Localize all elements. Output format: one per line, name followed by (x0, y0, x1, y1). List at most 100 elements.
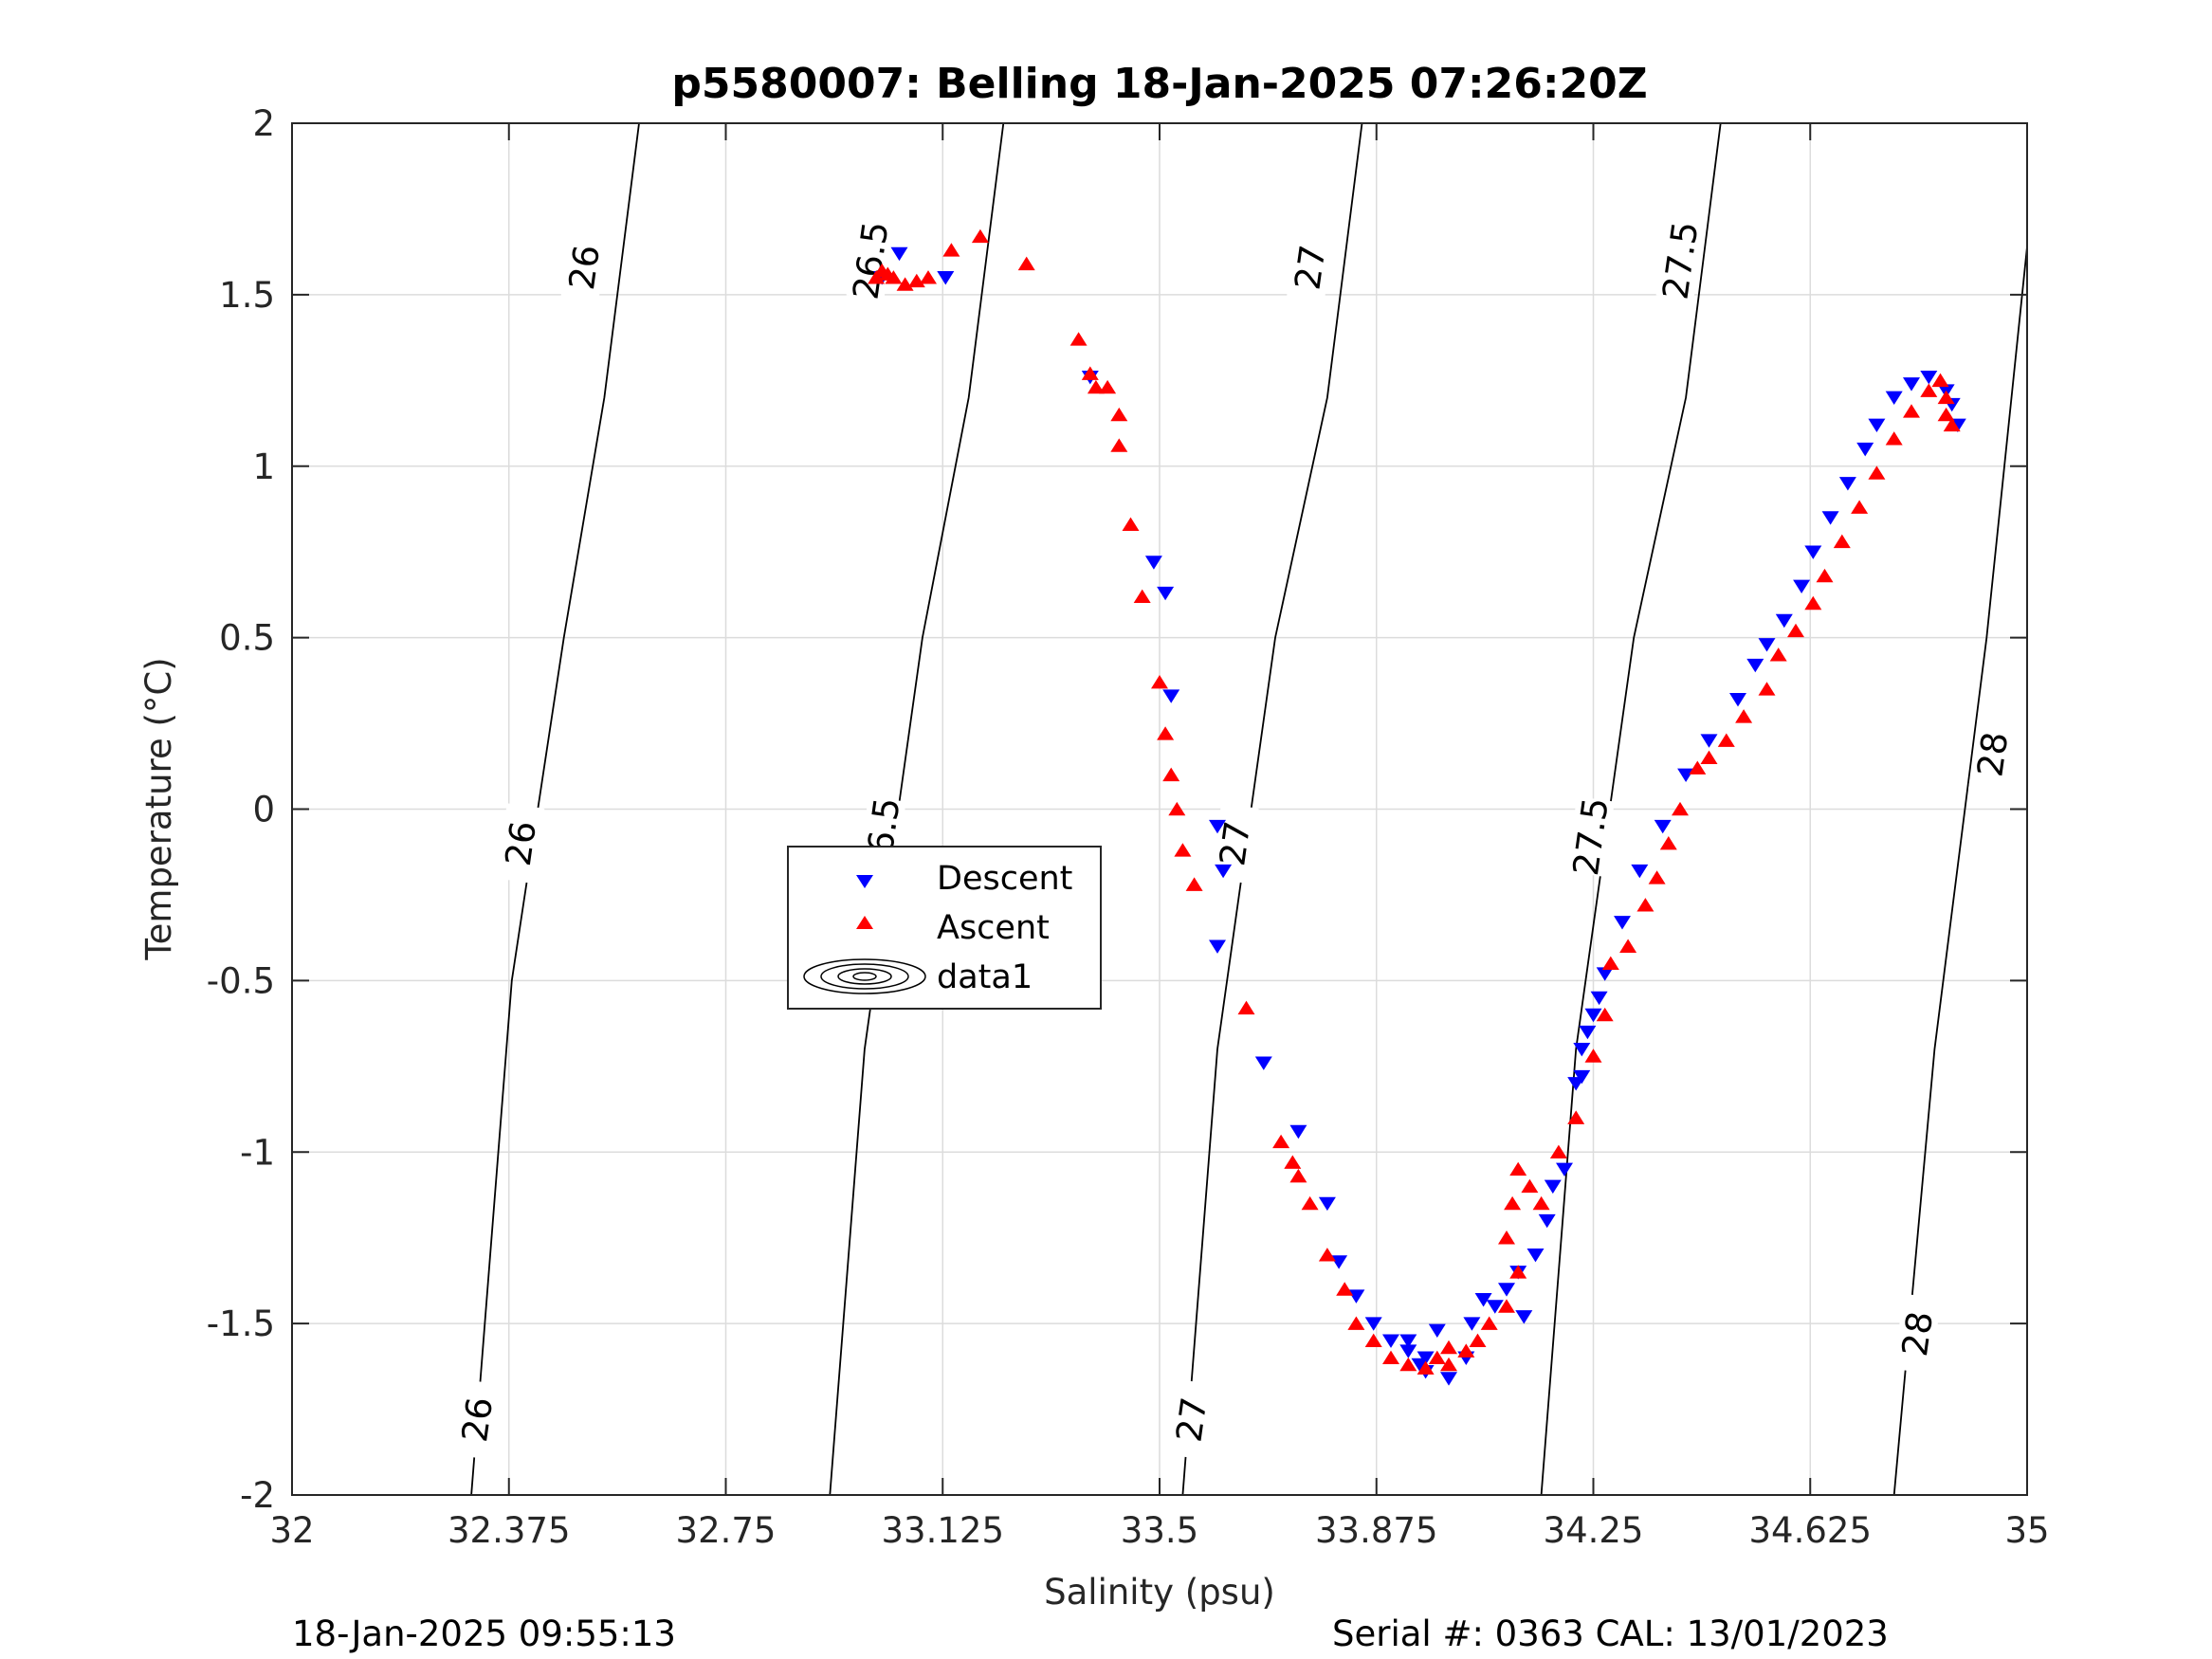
descent-point (1758, 638, 1776, 652)
descent-point (1526, 1249, 1545, 1263)
contour-label-bg (559, 227, 609, 308)
ascent-point (1440, 1340, 1457, 1355)
axis-ticks: 32 32.375 32.75 33.125 33.5 33.875 34.25 34.625… (207, 103, 2050, 1551)
x-tick-label: 34.25 (1544, 1510, 1644, 1551)
x-tick-label: 34.625 (1749, 1510, 1872, 1551)
x-tick-label: 32.375 (448, 1510, 570, 1551)
descent-point (1544, 1179, 1562, 1194)
descent-point (1347, 1289, 1365, 1304)
ascent-point (1937, 390, 1955, 405)
descent-point (1417, 1351, 1435, 1365)
descent-point (1382, 1334, 1399, 1348)
ascent-point (1532, 1195, 1550, 1211)
descent-point (1399, 1334, 1417, 1348)
x-tick-label: 32.75 (676, 1510, 777, 1551)
contour-line-27 (1181, 122, 1363, 1496)
contour-label: 26 (454, 1395, 501, 1445)
contour-label-bg (1655, 220, 1705, 301)
ascent-point (1122, 517, 1140, 531)
ascent-point (1168, 801, 1186, 816)
ascent-point (1399, 1357, 1417, 1372)
ascent-point (920, 270, 937, 284)
descent-point (890, 246, 908, 262)
descent-point (1920, 370, 1938, 385)
contour-label-bg (1892, 1293, 1942, 1375)
y-tick-label: 2 (252, 103, 275, 144)
ascent-point (907, 273, 925, 288)
ascent-point (1804, 595, 1822, 611)
contour-line-26.5 (829, 122, 1005, 1496)
footer-serial-cal: Serial #: 0363 CAL: 13/01/2023 (1332, 1613, 1889, 1654)
x-tick-label: 33.875 (1315, 1510, 1437, 1551)
descent-point (1162, 689, 1180, 703)
contour-label-bg (1968, 714, 2017, 795)
y-tick-label: 0 (252, 790, 275, 830)
ascent-point (1851, 500, 1869, 514)
contour-line-28 (1892, 246, 2028, 1496)
ascent-point (1272, 1134, 1290, 1149)
ascent-point (1364, 1333, 1382, 1347)
descent-point (1729, 692, 1746, 707)
contour-line-26 (470, 122, 640, 1496)
ascent-point (1318, 1248, 1336, 1262)
legend-box (787, 846, 1102, 1010)
ascent-point (1885, 431, 1903, 446)
contour-label-bg (1167, 1379, 1216, 1460)
x-axis-label: Salinity (psu) (1044, 1572, 1275, 1613)
ascent-point (1596, 1007, 1614, 1022)
legend-data1-label: data1 (937, 958, 1033, 996)
y-tick-label: 1 (252, 447, 275, 487)
legend: Descent Ascent data1 (787, 846, 1102, 1010)
ascent-point (1151, 675, 1168, 689)
descent-point (1654, 819, 1672, 834)
descent-point (1903, 377, 1920, 392)
ascent-point (1480, 1316, 1498, 1330)
ascent-point (1099, 379, 1117, 394)
descent-point (1157, 586, 1175, 601)
contour-label: 26 (498, 818, 544, 868)
descent-point (1856, 442, 1874, 457)
descent-point (1289, 1124, 1307, 1139)
x-tick-label: 35 (2004, 1510, 2049, 1551)
descent-point (1677, 768, 1695, 782)
y-tick-label: 1.5 (219, 275, 275, 316)
descent-point (1700, 734, 1718, 748)
contour-label-bg (452, 1379, 502, 1460)
ascent-point (1457, 1343, 1475, 1358)
ascent-point (1428, 1350, 1446, 1365)
contour-label-bg (1286, 227, 1334, 308)
ascent-point (1735, 709, 1753, 723)
descent-point (1144, 556, 1162, 570)
contour-line-27.5 (1540, 122, 1722, 1496)
contour-label: 26 (561, 243, 608, 293)
ascent-point (1157, 726, 1175, 740)
descent-point (1364, 1317, 1382, 1331)
ascent-point (1417, 1360, 1435, 1375)
x-tick-label: 32 (269, 1510, 314, 1551)
descent-point (1318, 1196, 1336, 1212)
descent-point (1254, 1056, 1272, 1070)
ascent-point (1937, 407, 1955, 422)
legend-contour-icon (803, 958, 926, 994)
ascent-point (1659, 836, 1677, 850)
ascent-point (1601, 956, 1619, 971)
contour-label: 28 (1969, 729, 2016, 779)
ascent-point (1509, 1161, 1527, 1176)
ascent-point (1174, 843, 1192, 857)
contour-label: 27 (1168, 1395, 1215, 1445)
descent-point (1474, 1293, 1492, 1307)
descent-point (1614, 916, 1631, 930)
ascent-point (1833, 534, 1851, 549)
descent-point (1821, 511, 1839, 525)
descent-point (1775, 613, 1793, 629)
ascent-point (1017, 256, 1035, 271)
descent-point (1515, 1310, 1533, 1324)
ascent-point (1081, 366, 1099, 380)
descent-point (1498, 1283, 1515, 1297)
descent-point (1463, 1317, 1481, 1331)
ascent-point (971, 228, 989, 244)
contour-label-bg (1566, 796, 1615, 877)
contour-label-bg (496, 803, 545, 884)
ascent-point (1284, 1155, 1302, 1169)
data-points (868, 228, 1966, 1386)
